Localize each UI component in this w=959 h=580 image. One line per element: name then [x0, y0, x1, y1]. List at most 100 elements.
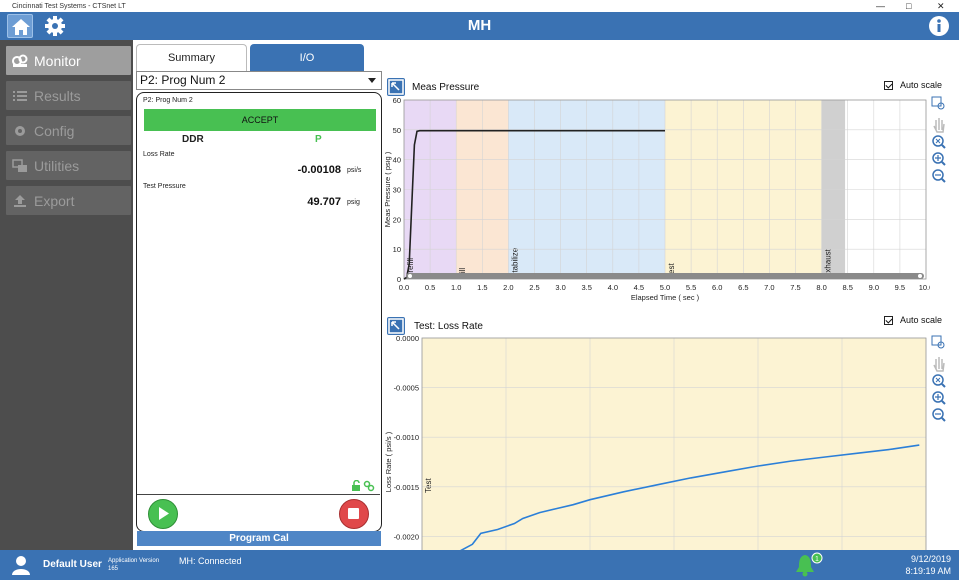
chevron-down-icon	[368, 78, 376, 83]
zoom-box-icon[interactable]	[931, 335, 945, 349]
app-version-value: 165	[108, 566, 119, 572]
home-button[interactable]	[7, 14, 33, 38]
zoom-in-icon[interactable]	[932, 152, 946, 166]
autoscale-checkbox[interactable]: Auto scale	[884, 315, 942, 325]
gear-icon	[15, 125, 25, 136]
x-tick-label: 3.5	[581, 283, 591, 292]
y-tick-label: -0.0005	[394, 384, 419, 393]
x-tick-label: 0.5	[425, 283, 435, 292]
zoom-out-icon[interactable]	[932, 408, 946, 422]
sidebar-item-label: Utilities	[34, 157, 80, 174]
sidebar-item-export[interactable]: Export	[6, 186, 131, 215]
zoom-fit-icon[interactable]	[932, 135, 946, 149]
x-axis-label: Elapsed Time ( sec )	[631, 293, 700, 302]
pan-hand-icon[interactable]	[933, 357, 945, 372]
program-select[interactable]: P2: Prog Num 2	[136, 71, 382, 90]
window-titlebar: Cincinnati Test Systems - CTSnet LT — □ …	[0, 0, 959, 12]
tab-summary[interactable]: Summary	[136, 44, 247, 71]
sidebar-item-config[interactable]: Config	[6, 116, 131, 145]
phase-label: Exhaust	[824, 248, 833, 278]
phase-label: Stabilize	[510, 247, 519, 278]
start-button[interactable]	[148, 499, 178, 529]
sidebar-item-results[interactable]: Results	[6, 81, 131, 110]
y-tick-label: 30	[393, 186, 401, 195]
checkbox-icon	[884, 315, 893, 325]
x-tick-label: 6.0	[712, 283, 722, 292]
zoom-out-icon[interactable]	[932, 169, 946, 183]
y-tick-label: -0.0015	[394, 483, 419, 492]
zoom-in-icon[interactable]	[932, 391, 946, 405]
pressure-chart[interactable]: Prefill Fill Stabilize Test Exhaust 0.0 0.5 1.0…	[385, 92, 930, 332]
x-tick-label: 2.5	[529, 283, 539, 292]
loss-rate-unit: psi/s	[347, 167, 362, 174]
x-tick-label: 3.0	[555, 283, 565, 292]
y-tick-label: 10	[393, 245, 401, 254]
close-button[interactable]: ✕	[937, 1, 945, 11]
y-axis-label: Loss Rate ( psi/s )	[385, 431, 393, 492]
test-pressure-value: 49.707	[307, 196, 341, 208]
chart-toolbar	[931, 335, 946, 422]
minimize-button[interactable]: —	[876, 1, 885, 11]
sidebar-item-label: Config	[34, 122, 75, 139]
tab-io[interactable]: I/O	[250, 44, 364, 71]
phase-label: Fill	[458, 268, 467, 278]
x-tick-label: 9.5	[895, 283, 905, 292]
y-tick-label: 40	[393, 156, 401, 165]
scrollbar-handle	[408, 274, 412, 278]
y-tick-label: 20	[393, 215, 401, 224]
checkbox-icon	[884, 80, 893, 90]
loss-rate-chart[interactable]: Test5.05.56.06.57.07.58.00.0000-0.0005-0…	[385, 328, 930, 550]
info-button[interactable]	[928, 15, 950, 37]
expand-chart-button[interactable]	[387, 78, 405, 96]
unlock-icon[interactable]	[351, 480, 379, 492]
x-tick-label: 4.0	[608, 283, 618, 292]
program-cal-button[interactable]: Program Cal	[137, 531, 381, 546]
x-tick-label: 2.0	[503, 283, 513, 292]
settings-button[interactable]	[42, 14, 68, 38]
sidebar-item-utilities[interactable]: Utilities	[6, 151, 131, 180]
scrollbar-handle	[918, 274, 922, 278]
utilities-icon	[12, 158, 27, 172]
user-icon	[12, 556, 30, 575]
y-tick-label: 50	[393, 126, 401, 135]
ddr-value: P	[315, 134, 322, 145]
charts-area: Meas Pressure Auto scale Prefill Fill Stab…	[385, 70, 959, 550]
notification-count: 1	[815, 556, 819, 563]
zoom-box-icon[interactable]	[931, 96, 945, 110]
series-line	[460, 444, 920, 550]
x-tick-label: 1.0	[451, 283, 461, 292]
expand-chart-button[interactable]	[387, 317, 405, 335]
autoscale-checkbox[interactable]: Auto scale	[884, 80, 942, 90]
gear-icon	[45, 16, 65, 36]
divider	[137, 494, 380, 495]
x-tick-label: 5.5	[686, 283, 696, 292]
expand-icon	[388, 318, 404, 334]
stop-button[interactable]	[339, 499, 369, 529]
maximize-button[interactable]: □	[906, 1, 912, 11]
status-bar: Default User Application Version 165 MH:…	[0, 550, 959, 580]
chart-title: Meas Pressure	[412, 82, 480, 93]
y-tick-label: 0.0000	[396, 334, 419, 343]
sidebar: Monitor Results Config Utilities Export	[0, 40, 133, 550]
x-tick-label: 4.5	[634, 283, 644, 292]
pan-hand-icon[interactable]	[933, 118, 945, 133]
scrollbar	[406, 273, 924, 279]
status-badge: ACCEPT	[144, 109, 376, 131]
expand-icon	[388, 79, 404, 95]
y-tick-label: 60	[393, 96, 401, 105]
phase-label: Test	[667, 263, 676, 278]
program-select-value: P2: Prog Num 2	[140, 73, 226, 87]
x-tick-label: 8.0	[816, 283, 826, 292]
phase-label: Prefill	[406, 258, 415, 278]
y-tick-label: 0	[397, 275, 401, 284]
zoom-fit-icon[interactable]	[932, 374, 946, 388]
summary-panel: Summary I/O P2: Prog Num 2 P2: Prog Num …	[133, 40, 385, 550]
sidebar-item-monitor[interactable]: Monitor	[6, 46, 131, 75]
x-tick-label: 10.0	[919, 283, 930, 292]
upload-icon	[14, 194, 26, 207]
series-line	[403, 129, 665, 280]
notification-bell-icon[interactable]: 1	[793, 551, 823, 579]
time: 8:19:19 AM	[905, 566, 951, 576]
app-version-label: Application Version	[108, 558, 160, 564]
test-pressure-unit: psig	[347, 199, 360, 206]
